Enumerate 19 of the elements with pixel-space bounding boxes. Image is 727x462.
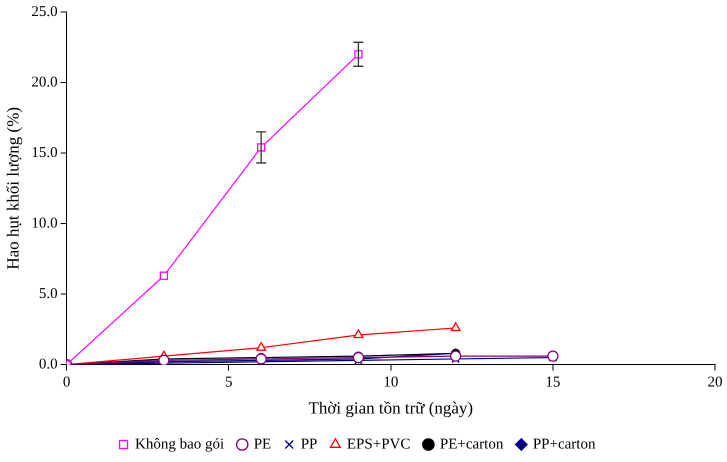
x-tick-label: 10: [383, 374, 398, 391]
y-tick-label: 25.0: [31, 4, 58, 20]
y-tick-label: 20.0: [31, 74, 58, 90]
x-axis-title: Thời gian tồn trữ (ngày): [308, 398, 474, 418]
legend-label: PP: [300, 436, 318, 452]
legend-label: Không bao gói: [135, 436, 224, 452]
legend-label: PE: [254, 436, 272, 452]
legend-label: PE+carton: [440, 436, 504, 452]
y-tick-label: 5.0: [38, 286, 58, 302]
y-tick-label: 0.0: [38, 356, 58, 373]
y-axis-title: Hao hụt khối lượng (%): [4, 106, 23, 270]
legend-label: EPS+PVC: [346, 436, 410, 452]
y-tick-label: 10.0: [31, 215, 58, 232]
x-tick-label: 0: [62, 374, 70, 391]
legend-label: PP+carton: [532, 436, 596, 452]
y-tick-label: 15.0: [31, 144, 58, 161]
x-tick-label: 20: [708, 374, 722, 391]
x-tick-label: 15: [545, 374, 560, 391]
x-tick-label: 5: [224, 374, 232, 391]
